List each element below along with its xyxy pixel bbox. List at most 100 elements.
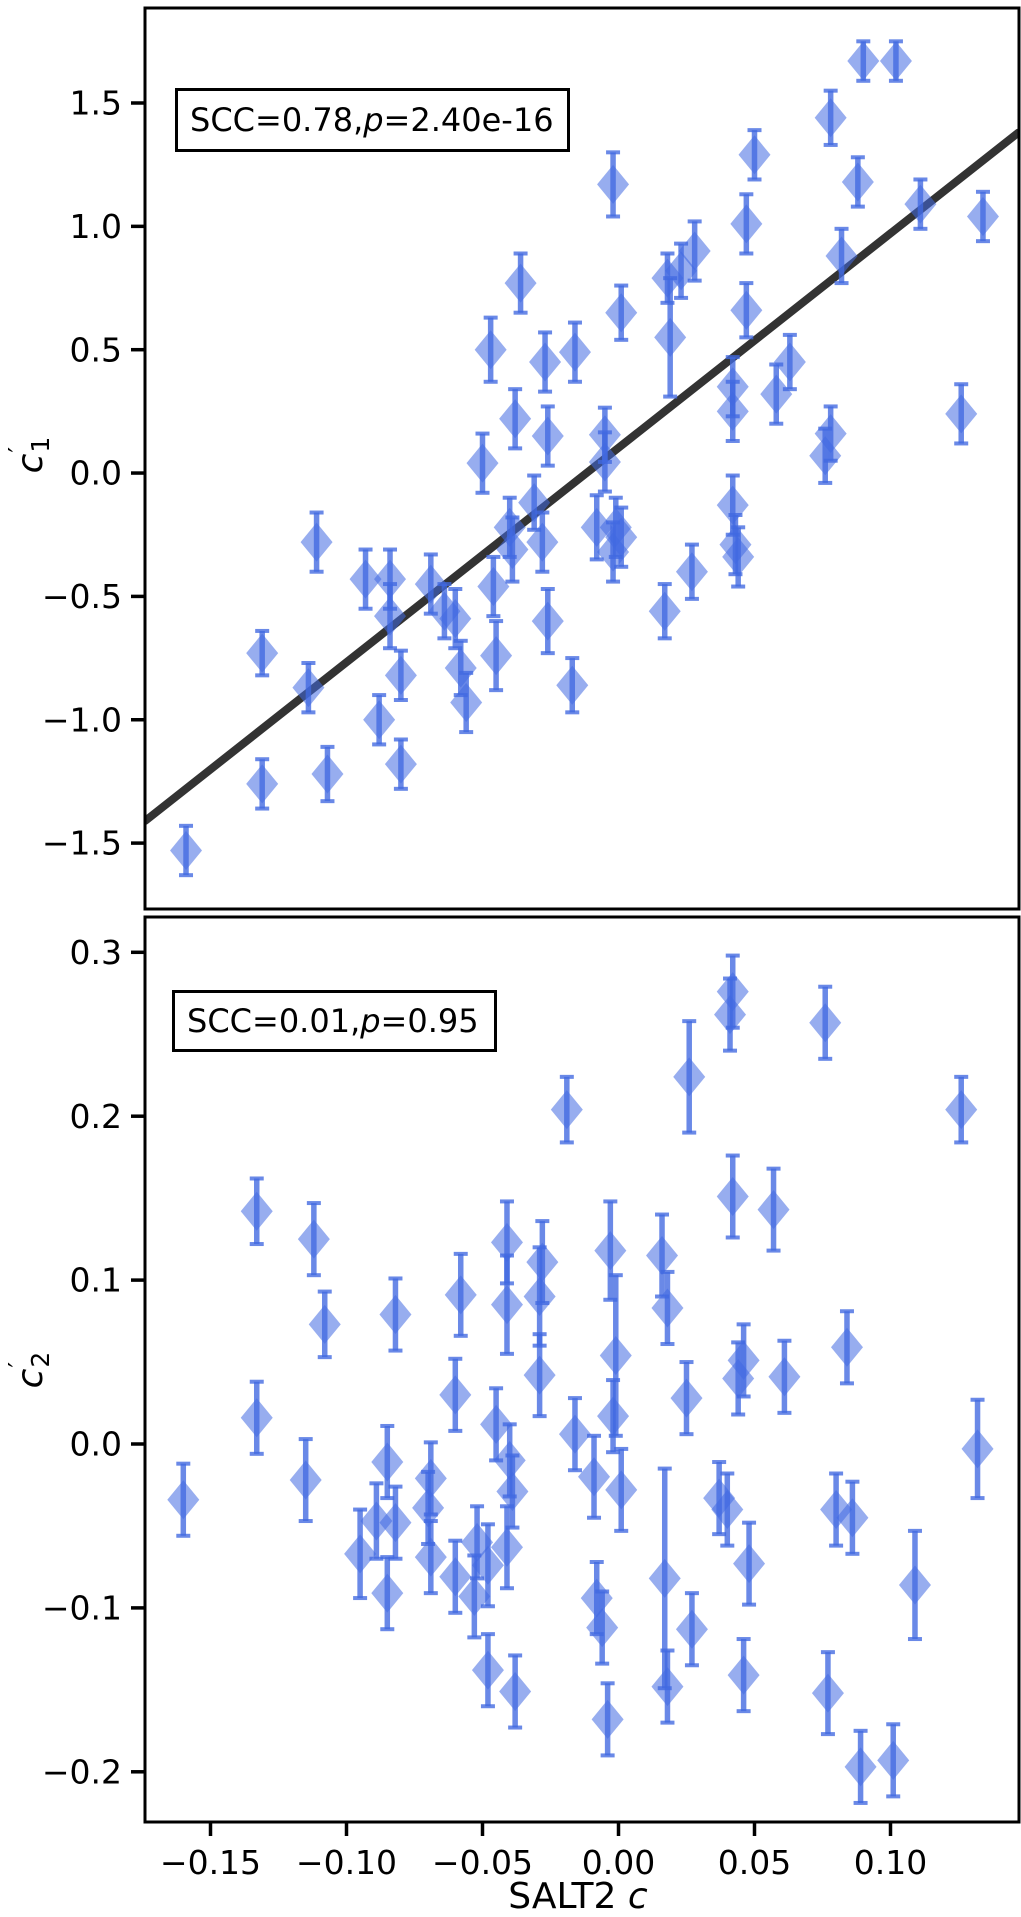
diamond-marker bbox=[730, 290, 763, 330]
diamond-marker bbox=[651, 1667, 684, 1707]
data-point bbox=[558, 320, 591, 384]
data-point bbox=[490, 1253, 523, 1356]
diamond-marker bbox=[439, 1375, 472, 1415]
y-tick-label-bottom: −0.2 bbox=[42, 1752, 122, 1791]
diamond-marker bbox=[297, 1219, 330, 1259]
diamond-marker bbox=[374, 596, 407, 636]
subscript-1: 1 bbox=[26, 436, 55, 453]
data-point bbox=[673, 1019, 706, 1135]
diamond-marker bbox=[240, 1191, 273, 1231]
subscript-2: 2 bbox=[26, 1351, 55, 1368]
diamond-marker bbox=[605, 517, 638, 557]
data-point bbox=[760, 362, 793, 426]
scc-value-top: SCC=0.78, bbox=[190, 101, 364, 139]
diamond-marker bbox=[716, 1177, 749, 1217]
diamond-marker bbox=[444, 648, 477, 688]
data-point bbox=[556, 656, 589, 715]
data-point bbox=[733, 1520, 766, 1607]
diamond-marker bbox=[673, 1057, 706, 1097]
y-tick-label-top: −1.0 bbox=[42, 700, 122, 739]
y-tick-label-top: 0.0 bbox=[70, 454, 122, 493]
diamond-marker bbox=[580, 507, 613, 547]
diamond-marker bbox=[379, 1503, 412, 1543]
data-point bbox=[344, 1507, 377, 1601]
data-point bbox=[300, 510, 333, 574]
diamond-marker bbox=[711, 1490, 744, 1530]
diamond-marker bbox=[499, 399, 532, 439]
data-point bbox=[578, 1433, 611, 1520]
diamond-marker bbox=[877, 1740, 910, 1780]
diamond-marker bbox=[531, 601, 564, 641]
data-point bbox=[651, 1648, 684, 1725]
p-symbol-bottom: p bbox=[360, 1002, 381, 1040]
diamond-marker bbox=[757, 1190, 790, 1230]
data-point bbox=[439, 1356, 472, 1433]
diamond-marker bbox=[605, 1470, 638, 1510]
y-tick-label-bottom: 0.1 bbox=[70, 1261, 122, 1300]
diamond-marker bbox=[727, 1340, 760, 1380]
data-point bbox=[550, 1074, 583, 1145]
diamond-marker bbox=[648, 591, 681, 631]
diamond-marker bbox=[670, 1378, 703, 1418]
diamond-marker bbox=[170, 831, 203, 871]
y-tick-label-top: −1.5 bbox=[42, 824, 122, 863]
data-point bbox=[384, 648, 417, 703]
diamond-marker bbox=[474, 330, 507, 370]
diamond-marker bbox=[499, 1671, 532, 1711]
diamond-marker bbox=[556, 665, 589, 705]
data-point bbox=[678, 219, 711, 283]
diamond-marker bbox=[466, 443, 499, 483]
diamond-marker bbox=[490, 1285, 523, 1325]
x-tick-label: −0.05 bbox=[432, 1843, 533, 1882]
stats-annotation-top: SCC=0.78, p =2.40e-16 bbox=[175, 88, 570, 152]
data-point bbox=[591, 1681, 624, 1758]
diamond-marker bbox=[414, 1537, 447, 1577]
scc-value-bottom: SCC=0.01, bbox=[187, 1002, 361, 1040]
diamond-marker bbox=[246, 633, 279, 673]
data-point bbox=[716, 355, 749, 419]
data-point bbox=[877, 1722, 910, 1799]
data-point bbox=[466, 431, 499, 495]
diamond-marker bbox=[240, 1398, 273, 1438]
data-point bbox=[499, 387, 532, 451]
data-point bbox=[605, 1446, 638, 1533]
diamond-marker bbox=[722, 537, 755, 577]
diamond-marker bbox=[349, 559, 382, 599]
diamond-marker bbox=[371, 1442, 404, 1482]
diamond-marker bbox=[480, 1404, 513, 1444]
data-point bbox=[292, 661, 325, 715]
data-point bbox=[297, 1201, 330, 1278]
data-point bbox=[814, 88, 847, 147]
y-axis-label-c2: c ′ 2 bbox=[3, 1351, 55, 1389]
diamond-marker bbox=[594, 1231, 627, 1271]
x-tick-label: −0.15 bbox=[160, 1843, 261, 1882]
diamond-marker bbox=[558, 332, 591, 372]
diamond-marker bbox=[646, 1236, 679, 1276]
diamond-marker bbox=[599, 1335, 632, 1375]
data-point bbox=[966, 189, 999, 244]
diamond-marker bbox=[439, 599, 472, 639]
data-point bbox=[531, 404, 564, 468]
diamond-marker bbox=[363, 700, 396, 740]
diamond-marker bbox=[651, 1288, 684, 1328]
data-point bbox=[308, 1289, 341, 1360]
x-tick-label: −0.10 bbox=[296, 1843, 397, 1882]
data-point bbox=[450, 670, 483, 735]
data-point bbox=[496, 515, 529, 584]
data-point bbox=[439, 586, 472, 651]
data-point bbox=[414, 1440, 447, 1517]
data-point bbox=[605, 505, 638, 569]
data-point bbox=[439, 1538, 472, 1615]
diamond-marker bbox=[311, 754, 344, 794]
diamond-marker bbox=[825, 236, 858, 276]
y-tick-label-bottom: 0.2 bbox=[70, 1097, 122, 1136]
data-point bbox=[558, 1396, 591, 1473]
p-value-bottom: =0.95 bbox=[380, 1002, 479, 1040]
diamond-marker bbox=[504, 263, 537, 303]
diamond-marker bbox=[379, 1295, 412, 1335]
data-point bbox=[311, 744, 344, 804]
prime-mark: ′ bbox=[3, 1361, 32, 1368]
data-point bbox=[716, 1153, 749, 1240]
y-tick-label-bottom: −0.1 bbox=[42, 1588, 122, 1627]
